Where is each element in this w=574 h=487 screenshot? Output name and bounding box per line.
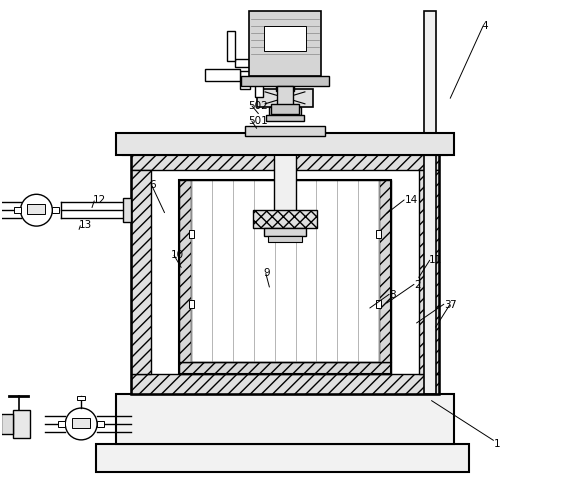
Bar — [419, 170, 439, 374]
Text: 11: 11 — [429, 255, 443, 265]
Text: 14: 14 — [404, 195, 417, 206]
Bar — [241, 76, 329, 86]
Bar — [131, 150, 439, 170]
Bar — [377, 300, 382, 308]
Bar — [59, 421, 65, 427]
Bar — [241, 71, 250, 89]
Text: 1: 1 — [494, 439, 501, 449]
Text: 2: 2 — [414, 280, 421, 290]
Bar — [189, 300, 193, 308]
Bar — [255, 61, 263, 97]
Text: 12: 12 — [93, 195, 106, 206]
Bar — [1, 414, 13, 434]
Bar — [179, 180, 391, 374]
Text: 10: 10 — [170, 250, 184, 260]
Bar — [77, 396, 85, 400]
Bar — [245, 126, 325, 135]
Bar — [13, 410, 30, 438]
Bar — [131, 170, 151, 374]
Text: 502: 502 — [248, 101, 268, 111]
Bar — [379, 180, 391, 362]
Bar — [266, 115, 304, 121]
Bar — [377, 230, 382, 238]
Bar — [253, 210, 317, 228]
Text: 4: 4 — [482, 21, 488, 31]
Bar — [14, 207, 21, 213]
Text: 8: 8 — [389, 290, 396, 300]
Bar — [116, 394, 454, 444]
Text: 13: 13 — [79, 220, 92, 230]
Bar — [257, 89, 313, 107]
Bar — [274, 133, 296, 220]
Bar — [52, 207, 59, 213]
Bar — [278, 220, 292, 235]
Text: 3: 3 — [444, 300, 451, 310]
Bar — [264, 228, 306, 236]
Bar — [264, 26, 306, 51]
Bar — [249, 11, 321, 76]
Bar — [72, 418, 90, 428]
Bar — [205, 69, 241, 81]
Bar — [227, 31, 235, 61]
Bar — [271, 104, 299, 114]
Circle shape — [21, 194, 52, 226]
Bar — [131, 374, 439, 394]
Bar — [179, 180, 191, 362]
Bar — [28, 204, 45, 214]
Bar — [123, 139, 447, 154]
Text: 501: 501 — [248, 116, 268, 126]
Text: 6: 6 — [149, 180, 156, 190]
Bar — [97, 421, 104, 427]
Bar — [235, 59, 255, 67]
Bar — [179, 362, 391, 374]
Bar — [424, 11, 436, 394]
Text: 7: 7 — [449, 300, 456, 310]
Bar — [96, 444, 469, 472]
Bar — [268, 236, 302, 242]
Bar — [276, 69, 294, 91]
Bar — [116, 132, 454, 154]
Bar — [277, 86, 293, 106]
Bar — [123, 198, 131, 222]
Circle shape — [65, 408, 97, 440]
Bar — [269, 107, 301, 115]
Bar — [189, 230, 193, 238]
Text: 9: 9 — [263, 268, 270, 278]
Bar — [131, 150, 439, 394]
